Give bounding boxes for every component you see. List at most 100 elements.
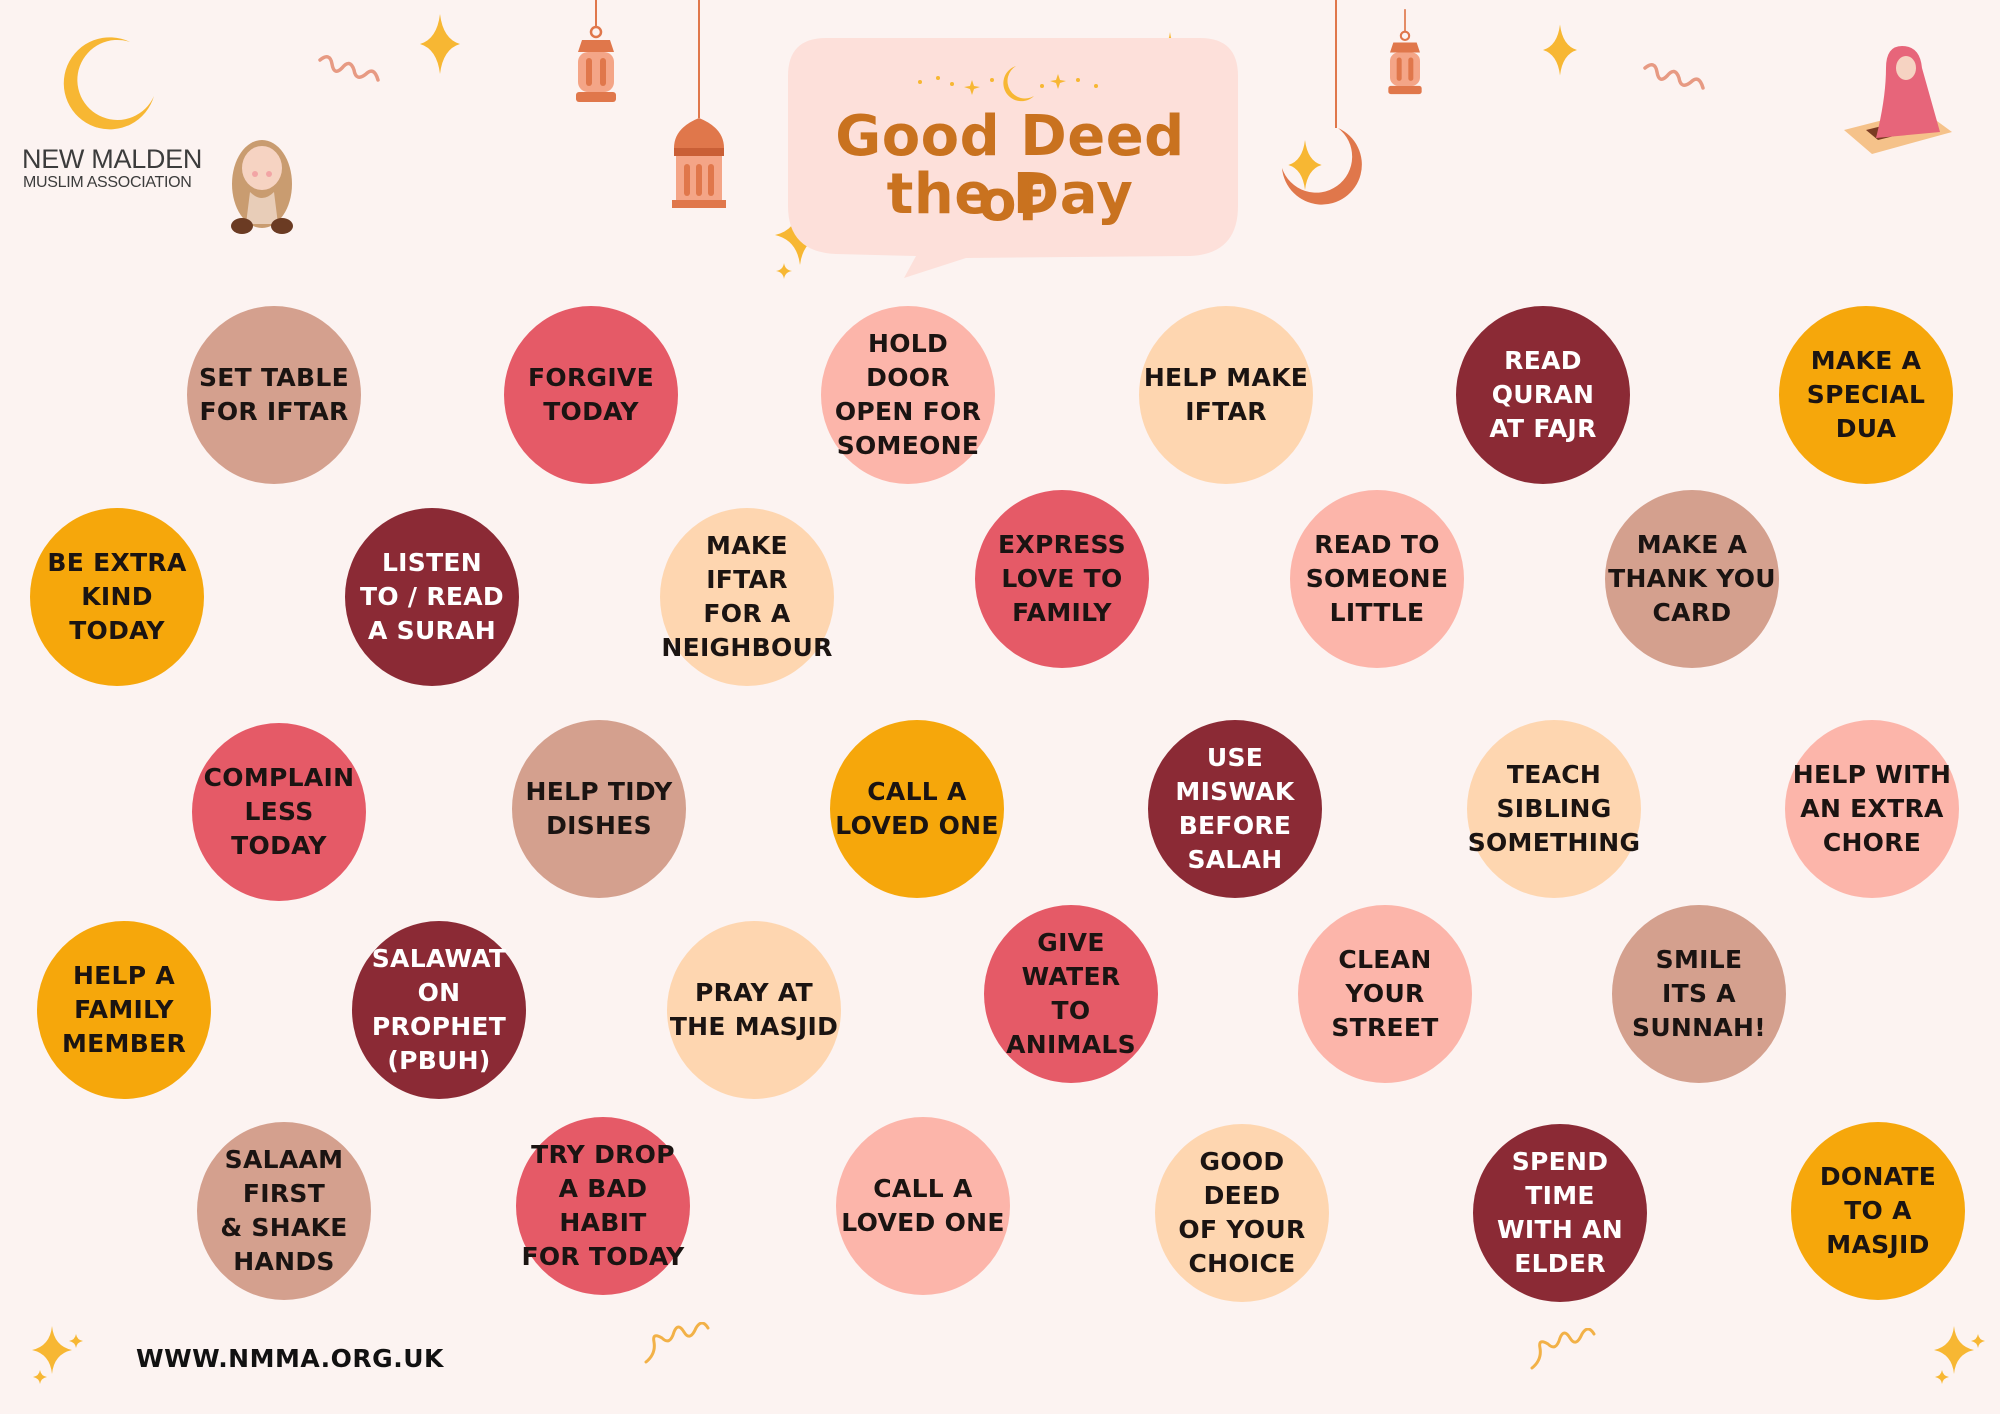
swirl-icon — [318, 55, 380, 82]
deed-circle: MAKE IFTAR FOR A NEIGHBOUR — [660, 508, 834, 686]
deed-label: TRY DROP A BAD HABIT FOR TODAY — [518, 1138, 688, 1274]
organization-name: NEW MALDEN — [22, 144, 203, 174]
deed-label-line: USE MISWAK — [1175, 743, 1295, 806]
crescent-logo-icon — [63, 37, 155, 130]
deed-label-line: MEMBER — [61, 1029, 187, 1058]
deed-label-line: QURAN — [1491, 380, 1595, 409]
swirl-icon — [644, 1322, 710, 1364]
deed-label-line: FOR TODAY — [521, 1242, 685, 1271]
website-url[interactable]: WWW.NMMA.ORG.UK — [136, 1344, 444, 1373]
deed-circle: USE MISWAK BEFORE SALAH — [1148, 720, 1322, 898]
deed-label-line: KIND — [81, 582, 153, 611]
praying-girl-icon — [231, 140, 293, 234]
deed-label-line: WITH AN — [1497, 1215, 1623, 1244]
deed-label-line: PRAY AT — [695, 978, 813, 1007]
deed-label-line: HELP A — [72, 961, 176, 990]
praying-woman-icon — [1844, 46, 1952, 154]
sparkle-icon — [420, 14, 460, 74]
deed-label-line: YOUR — [1345, 979, 1425, 1008]
deed-circle: READ QURAN AT FAJR — [1456, 306, 1630, 484]
deed-label: MAKE IFTAR FOR A NEIGHBOUR — [661, 529, 832, 665]
deed-circle: FORGIVE TODAY — [504, 306, 678, 484]
deed-label-line: TRY DROP — [531, 1140, 675, 1169]
deed-label-line: READ — [1504, 346, 1582, 375]
sparkles-icon — [1934, 1326, 1985, 1384]
deed-label: CALL A LOVED ONE — [841, 1172, 1004, 1240]
deed-circle: LISTEN TO / READ A SURAH — [345, 508, 519, 686]
deed-label-line: MAKE A — [1810, 346, 1922, 375]
deed-label-line: DISHES — [546, 811, 652, 840]
deed-circle: DONATE TO A MASJID — [1791, 1122, 1965, 1300]
deed-label-line: LISTEN — [381, 548, 483, 577]
deed-label-line: MASJID — [1826, 1230, 1930, 1259]
deed-label-line: & SHAKE — [220, 1213, 348, 1242]
deed-circle: CALL A LOVED ONE — [830, 720, 1004, 898]
deed-circle: GOOD DEED OF YOUR CHOICE — [1155, 1124, 1329, 1302]
deed-label-line: CALL A — [867, 777, 967, 806]
deed-label: COMPLAIN LESS TODAY — [204, 761, 355, 863]
deed-label: PRAY AT THE MASJID — [670, 976, 838, 1044]
deed-label: DONATE TO A MASJID — [1820, 1160, 1936, 1262]
deed-label-line: DONATE — [1819, 1162, 1937, 1191]
deed-label: SPEND TIME WITH AN ELDER — [1475, 1145, 1645, 1281]
deed-circle: COMPLAIN LESS TODAY — [192, 723, 366, 901]
deed-label-line: GIVE WATER — [1021, 928, 1121, 991]
sparkle-icon — [1288, 140, 1322, 190]
deed-circle: TEACH SIBLING SOMETHING — [1467, 720, 1641, 898]
deed-label: HELP TIDY DISHES — [525, 775, 672, 843]
deed-circle: HOLD DOOR OPEN FOR SOMEONE — [821, 306, 995, 484]
deed-label: MAKE A SPECIAL DUA — [1807, 344, 1925, 446]
deed-circle: GIVE WATER TO ANIMALS — [984, 905, 1158, 1083]
deed-circle: HELP MAKE IFTAR — [1139, 306, 1313, 484]
deed-label-line: SUNNAH! — [1632, 1013, 1766, 1042]
deed-label-line: SOMEONE — [1305, 564, 1449, 593]
deed-label: LISTEN TO / READ A SURAH — [360, 546, 504, 648]
deed-label: HELP A FAMILY MEMBER — [62, 959, 186, 1061]
sparkles-icon — [32, 1326, 83, 1384]
deed-label: READ QURAN AT FAJR — [1489, 344, 1596, 446]
deed-label-line: HOLD DOOR — [866, 329, 950, 392]
deed-label-line: SALAWAT — [371, 944, 507, 973]
deed-label-line: LESS — [244, 797, 314, 826]
deed-label-line: OF YOUR — [1178, 1215, 1306, 1244]
deed-label-line: LOVED ONE — [841, 1208, 1005, 1237]
deed-label-line: DUA — [1835, 414, 1897, 443]
deed-label-line: SOMEONE — [836, 431, 980, 460]
deed-label-line: OPEN FOR — [834, 397, 982, 426]
crescent-moon-icon — [1282, 0, 1362, 205]
stars-moon-icon — [918, 66, 1098, 102]
page-title-line1: Good Deed of — [835, 104, 1185, 234]
deed-label-line: SPECIAL — [1806, 380, 1926, 409]
deed-label: EXPRESS LOVE TO FAMILY — [998, 528, 1126, 630]
deed-label: HELP WITH AN EXTRA CHORE — [1793, 758, 1952, 860]
deed-label-line: SOMETHING — [1467, 828, 1641, 857]
deed-label-line: HANDS — [233, 1247, 335, 1276]
deed-label-line: CHORE — [1822, 828, 1922, 857]
deed-label-line: SALAAM — [224, 1145, 344, 1174]
deed-label-line: SMILE — [1655, 945, 1743, 974]
deed-circle: HELP A FAMILY MEMBER — [37, 921, 211, 1099]
deed-label: FORGIVE TODAY — [528, 361, 654, 429]
deed-label-line: STREET — [1331, 1013, 1439, 1042]
deed-label-line: FOR IFTAR — [199, 397, 349, 426]
deed-circle: READ TO SOMEONE LITTLE — [1290, 490, 1464, 668]
page-title-line2: the Day — [886, 162, 1134, 227]
deed-label-line: EXPRESS — [998, 530, 1126, 559]
deed-label-line: GOOD DEED — [1199, 1147, 1285, 1210]
deed-label-line: BEFORE — [1178, 811, 1292, 840]
deed-label-line: TODAY — [231, 831, 327, 860]
deed-label-line: FOR A — [703, 599, 791, 628]
swirl-icon — [1643, 63, 1705, 90]
deed-label-line: FIRST — [242, 1179, 326, 1208]
deed-label-line: (PBUH) — [387, 1046, 491, 1075]
deed-label: BE EXTRA KIND TODAY — [47, 546, 186, 648]
deed-circle: CALL A LOVED ONE — [836, 1117, 1010, 1295]
deed-label-line: BE EXTRA — [47, 548, 187, 577]
lantern-icon — [576, 0, 616, 102]
swirl-icon — [1530, 1328, 1596, 1370]
deed-label: HOLD DOOR OPEN FOR SOMEONE — [823, 327, 993, 463]
deed-label-line: SET TABLE — [198, 363, 350, 392]
deed-circle: SALAAM FIRST & SHAKE HANDS — [197, 1122, 371, 1300]
deed-label-line: HELP TIDY — [525, 777, 673, 806]
deed-label: GOOD DEED OF YOUR CHOICE — [1157, 1145, 1327, 1281]
